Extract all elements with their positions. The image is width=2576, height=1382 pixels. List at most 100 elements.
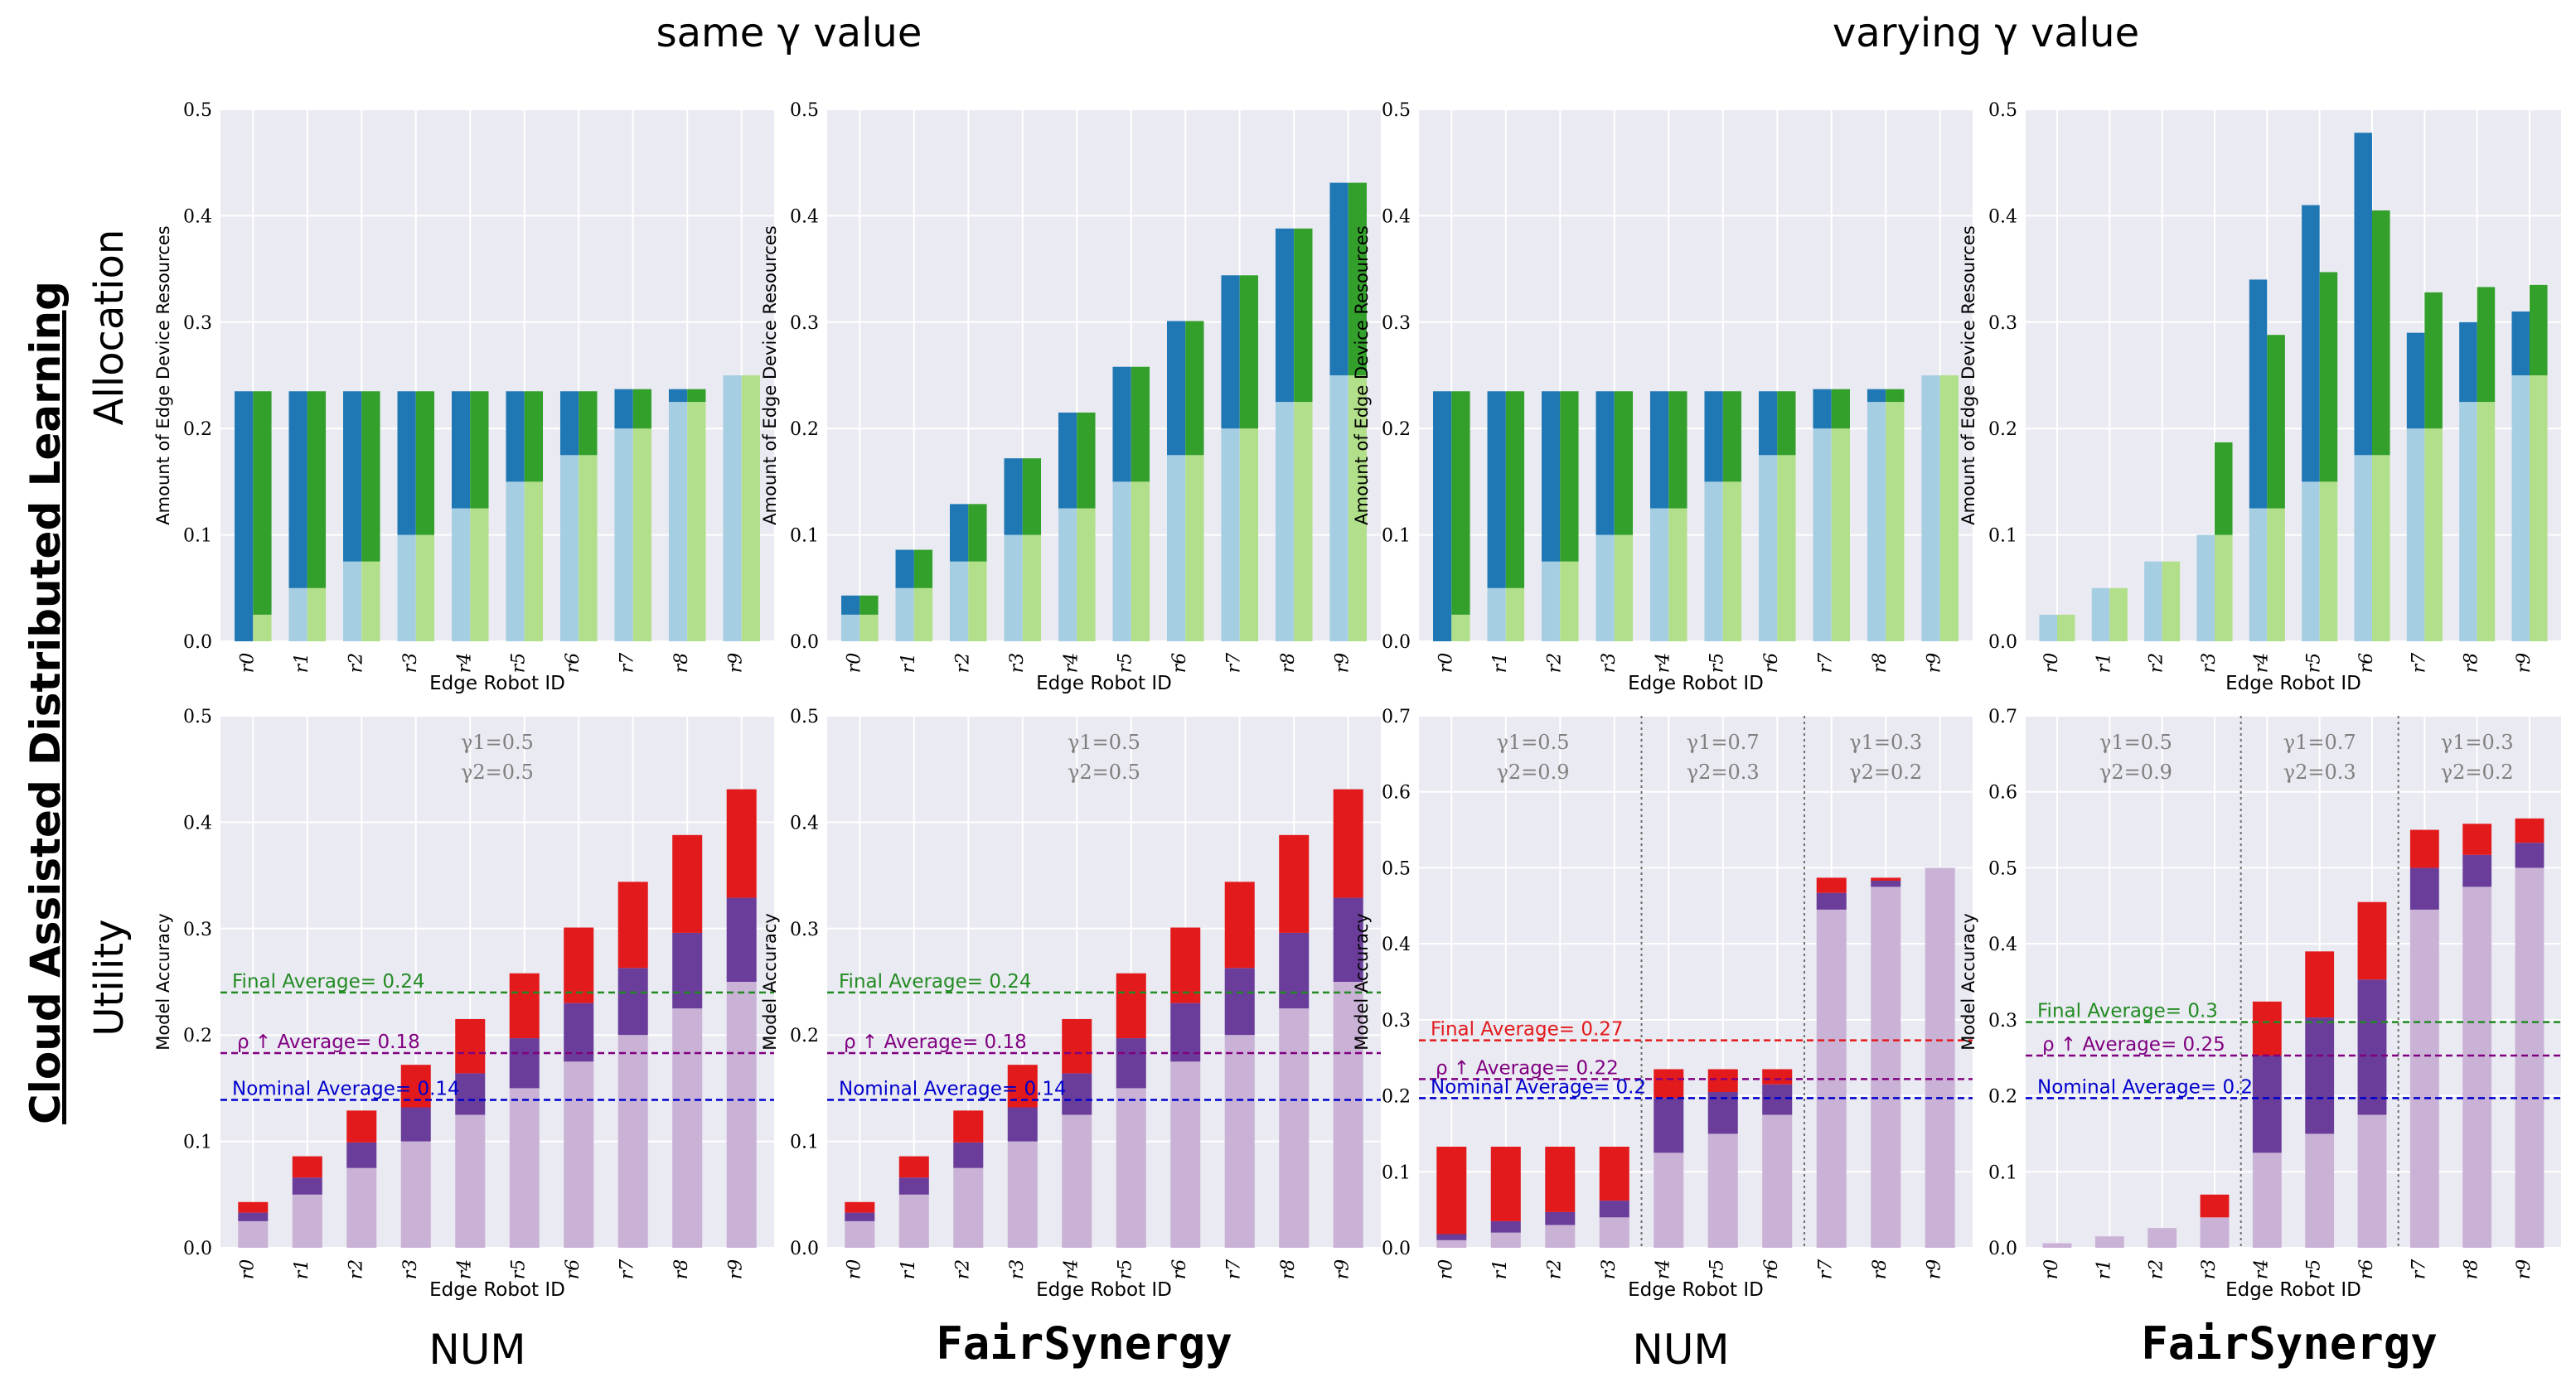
x-tick-label: r1 — [2094, 1259, 2114, 1280]
gamma-1-label: γ1=0.3 — [1849, 731, 1922, 754]
x-tick-label: r6 — [563, 653, 583, 674]
bar-base — [559, 455, 579, 641]
bar-top — [1170, 927, 1201, 1003]
bar-mid — [1007, 1107, 1038, 1142]
bar-base — [2094, 1236, 2124, 1248]
average-line-label: Nominal Average= 0.14 — [232, 1079, 460, 1100]
bar-top — [307, 391, 327, 588]
average-line-label: Nominal Average= 0.2 — [1431, 1076, 1646, 1098]
y-tick-label: 0.1 — [1382, 526, 1411, 547]
bar-base — [506, 481, 525, 641]
bar-base — [1348, 375, 1367, 641]
x-tick-label: r8 — [1278, 653, 1299, 674]
x-tick-label: r4 — [454, 653, 475, 674]
bar-top — [617, 882, 648, 969]
x-tick-label: r9 — [1925, 1259, 1945, 1280]
bar-top — [1436, 1147, 1467, 1235]
bar-base — [1185, 455, 1204, 641]
x-tick-label: r8 — [671, 1259, 692, 1280]
x-tick-label: r6 — [563, 1259, 583, 1280]
gamma-1-label: γ1=0.5 — [461, 731, 534, 754]
method-label-num-varying: NUM — [1632, 1326, 1729, 1374]
y-tick-label: 0.3 — [183, 313, 212, 334]
bar-base — [2372, 455, 2390, 641]
group-title-same: same γ value — [656, 10, 922, 56]
bar-base — [1436, 1239, 1467, 1248]
bar-top — [1595, 391, 1615, 535]
bar-base — [687, 402, 706, 641]
x-tick-label: r5 — [1707, 653, 1728, 674]
x-tick-label: r2 — [1544, 1259, 1565, 1280]
bar-mid — [238, 1212, 269, 1221]
x-tick-label: r4 — [1061, 653, 1082, 674]
y-tick-label: 0.2 — [790, 419, 819, 440]
bar-base — [1599, 1217, 1629, 1248]
bar-top — [288, 391, 307, 588]
bar-base — [1112, 481, 1131, 641]
bar-base — [2147, 1228, 2177, 1248]
bar-base — [1654, 1152, 1684, 1248]
x-tick-label: r3 — [400, 653, 421, 674]
bar-top — [1777, 391, 1796, 456]
bar-base — [895, 587, 914, 641]
bar-mid — [2252, 1055, 2282, 1153]
bar-base — [845, 1220, 875, 1248]
bar-base — [2462, 887, 2492, 1248]
x-tick-label: r1 — [1490, 653, 1511, 674]
bar-top — [2249, 279, 2268, 509]
chart-util_num_vary: 0.0 0.1 0.2 0.3 0.4 0.5 0.6 0.7 γ1=0.5 γ2=0.9 γ1=0… — [1352, 707, 1973, 1301]
bar-mid — [1545, 1211, 1576, 1225]
x-tick-label: r5 — [2304, 1259, 2325, 1280]
bar-base — [292, 1194, 322, 1248]
x-tick-label: r9 — [726, 1259, 747, 1280]
bar-base — [723, 375, 742, 641]
bar-mid — [2357, 979, 2387, 1115]
bar-top — [2215, 442, 2233, 535]
bar-top — [343, 391, 362, 562]
bar-top — [1707, 1069, 1738, 1092]
average-line-label: ρ ↑ Average= 0.25 — [2042, 1034, 2225, 1056]
bar-top — [238, 1201, 269, 1213]
x-tick-label: r8 — [1870, 653, 1891, 674]
bar-base — [1077, 508, 1096, 641]
y-tick-label: 0.1 — [1988, 526, 2017, 547]
bar-top — [1649, 391, 1669, 509]
x-tick-label: r9 — [1333, 1259, 1353, 1280]
bar-top — [895, 549, 914, 588]
y-axis-label: Amount of Edge Device Resources — [1959, 225, 1978, 524]
bar-mid — [564, 1003, 594, 1062]
bar-top — [1886, 389, 1905, 403]
bar-top — [455, 1018, 486, 1074]
bar-base — [400, 1141, 431, 1248]
bar-base — [950, 561, 969, 641]
y-tick-label: 0.3 — [790, 313, 819, 334]
y-tick-label: 0.5 — [1988, 858, 2017, 879]
bar-mid — [400, 1107, 431, 1142]
x-tick-label: r6 — [1761, 653, 1782, 674]
x-tick-label: r2 — [2147, 1259, 2167, 1280]
bar-top — [845, 1201, 875, 1213]
bar-top — [579, 391, 598, 456]
x-tick-label: r5 — [509, 653, 530, 674]
bar-mid — [617, 968, 648, 1036]
bar-top — [559, 391, 579, 456]
bar-top — [950, 504, 969, 562]
bar-base — [1542, 561, 1561, 641]
y-tick-label: 0.1 — [790, 1133, 819, 1153]
bar-base — [1831, 428, 1850, 641]
bar-top — [1614, 391, 1634, 535]
bar-base — [1545, 1225, 1576, 1248]
bar-top — [2357, 901, 2387, 980]
gamma-2-label: γ2=0.9 — [2099, 761, 2172, 784]
gamma-1-label: γ1=0.5 — [1068, 731, 1140, 754]
bar-top — [2477, 287, 2496, 403]
bar-top — [2459, 321, 2477, 403]
bar-top — [1221, 275, 1240, 429]
bar-base — [1595, 534, 1615, 641]
y-tick-label: 0.4 — [1988, 206, 2017, 227]
bar-base — [1221, 428, 1240, 641]
y-tick-label: 0.0 — [183, 1239, 212, 1259]
bar-top — [1279, 834, 1310, 933]
x-tick-label: r7 — [2409, 653, 2429, 674]
y-tick-label: 0.5 — [790, 100, 819, 121]
